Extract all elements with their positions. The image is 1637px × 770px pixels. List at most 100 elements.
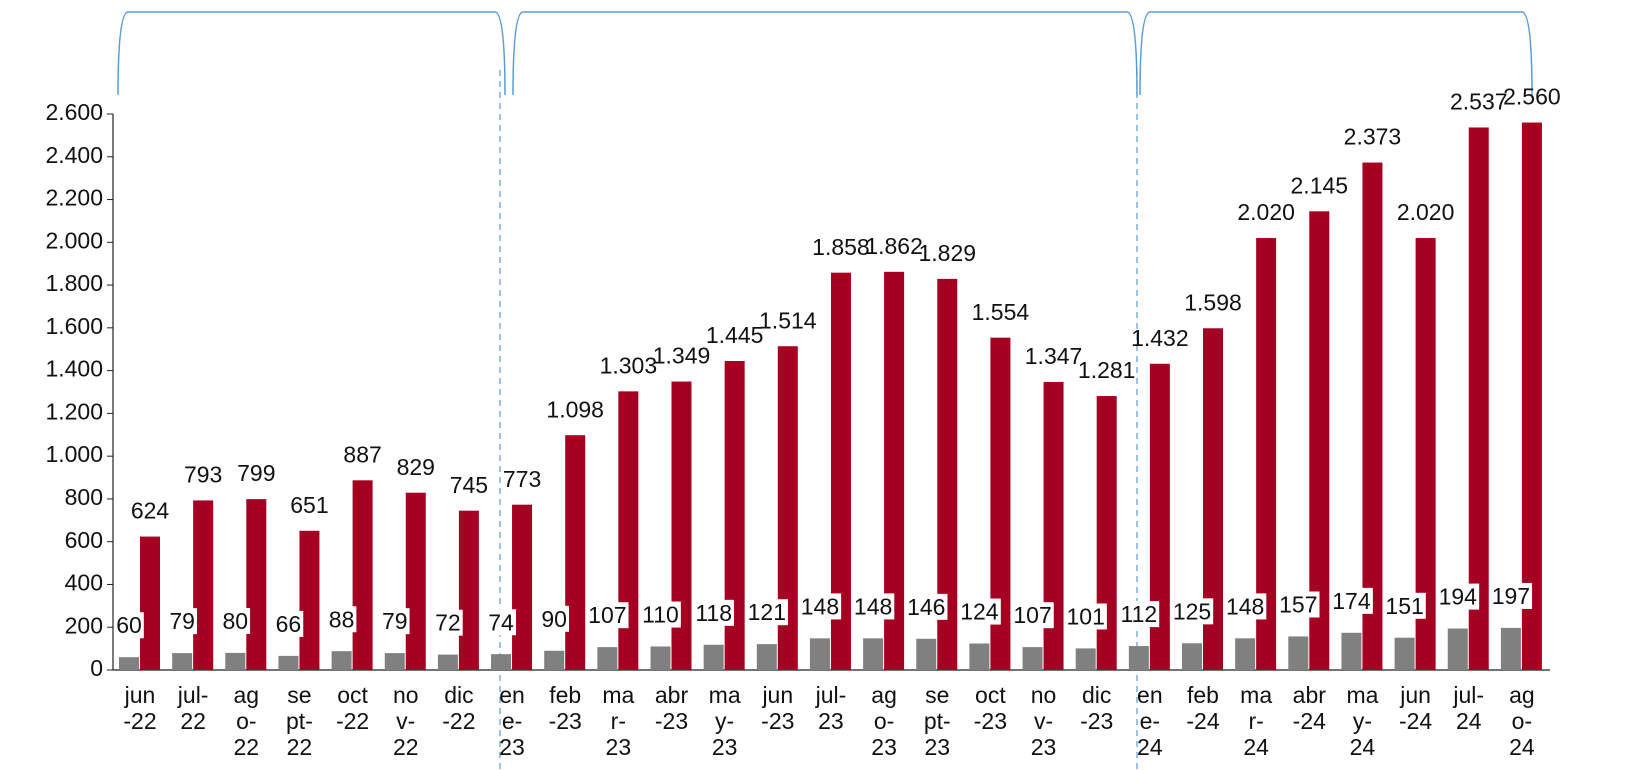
data-label: 118 xyxy=(695,600,732,626)
bar xyxy=(990,337,1011,670)
y-tick-label: 2.600 xyxy=(45,99,103,125)
data-label: 2.020 xyxy=(1237,199,1295,225)
data-label: 2.537 xyxy=(1450,89,1508,115)
bar xyxy=(916,638,937,670)
bar xyxy=(225,652,246,670)
label-background xyxy=(167,608,197,635)
data-label: 1.862 xyxy=(865,233,923,259)
data-label: 1.349 xyxy=(653,343,711,369)
label-background xyxy=(851,593,895,620)
data-label: 1.303 xyxy=(600,352,658,378)
x-tick-label: sept-23 xyxy=(923,682,951,760)
bar xyxy=(1500,627,1521,670)
data-label: 125 xyxy=(1173,598,1211,624)
data-label: 121 xyxy=(748,599,786,625)
data-label: 107 xyxy=(1013,602,1051,628)
data-label: 88 xyxy=(329,606,355,632)
data-label: 2.020 xyxy=(1397,199,1455,225)
x-tick-label: mar-24 xyxy=(1240,682,1273,760)
data-label: 112 xyxy=(1121,601,1158,627)
data-label: 2.560 xyxy=(1503,84,1561,110)
x-tick-label: oct-22 xyxy=(335,682,370,734)
data-label: 146 xyxy=(907,594,945,620)
data-label: 1.829 xyxy=(918,240,976,266)
bar xyxy=(1288,636,1309,670)
label-background xyxy=(1489,582,1533,609)
y-tick-label: 200 xyxy=(65,612,103,638)
label-background xyxy=(905,593,948,620)
bar xyxy=(278,655,299,670)
x-tick-label: ene-23 xyxy=(499,682,525,760)
label-background xyxy=(1011,602,1054,629)
bar xyxy=(809,638,830,670)
bar xyxy=(299,530,320,670)
data-label: 1.445 xyxy=(706,322,764,348)
bar xyxy=(1309,211,1330,671)
x-tick-label: abr-23 xyxy=(654,682,689,734)
bar xyxy=(1149,363,1170,670)
y-tick-label: 1.200 xyxy=(45,398,103,424)
x-tick-label: dic-23 xyxy=(1080,682,1114,734)
data-label: 72 xyxy=(435,610,461,636)
data-label: 887 xyxy=(343,441,381,467)
x-tick-label: jul-24 xyxy=(1453,682,1485,734)
bar xyxy=(1075,648,1096,670)
y-tick-label: 1.000 xyxy=(45,441,103,467)
label-background xyxy=(220,607,251,634)
data-label: 101 xyxy=(1067,603,1105,629)
label-background xyxy=(539,605,569,632)
label-background xyxy=(693,599,734,626)
bar xyxy=(1415,238,1436,670)
x-tick-label: nov-23 xyxy=(1030,682,1057,760)
data-label: 1.858 xyxy=(812,234,870,260)
label-background xyxy=(1223,593,1267,620)
data-label: 66 xyxy=(276,611,302,637)
x-tick-label: may-23 xyxy=(708,682,741,760)
x-tick-label: jul-22 xyxy=(177,682,209,734)
x-tick-label: dic-22 xyxy=(442,682,476,734)
bar xyxy=(1468,127,1489,671)
data-label: 60 xyxy=(116,612,142,638)
data-label: 74 xyxy=(488,609,514,635)
bar xyxy=(384,653,405,670)
bar xyxy=(1521,122,1542,671)
bar xyxy=(1235,638,1256,670)
label-background xyxy=(745,599,788,626)
label-background xyxy=(114,612,144,639)
data-label: 110 xyxy=(642,602,679,628)
data-label: 79 xyxy=(169,608,195,634)
bar xyxy=(491,654,512,670)
bar xyxy=(119,657,139,670)
bar xyxy=(437,654,458,670)
bar xyxy=(1096,396,1117,670)
data-label: 1.514 xyxy=(759,307,817,333)
data-label: 829 xyxy=(397,454,435,480)
x-tick-label: ene-24 xyxy=(1137,682,1163,760)
label-background xyxy=(958,598,1001,625)
x-tick-label: jun-23 xyxy=(761,682,795,734)
bar xyxy=(863,638,884,670)
x-tick-label: jun-24 xyxy=(1398,682,1433,734)
bar xyxy=(618,391,639,670)
label-background xyxy=(640,601,681,628)
data-label: 148 xyxy=(1226,593,1264,619)
data-label: 745 xyxy=(450,472,488,498)
x-tick-label: mar-23 xyxy=(602,682,635,760)
bar xyxy=(246,499,267,670)
data-label: 624 xyxy=(131,498,170,524)
bar xyxy=(140,536,160,670)
bar xyxy=(671,381,692,670)
y-tick-label: 2.000 xyxy=(45,227,103,253)
data-label: 79 xyxy=(382,608,408,634)
bar xyxy=(1203,328,1223,670)
x-tick-label: sept-22 xyxy=(286,682,313,760)
data-label: 2.373 xyxy=(1344,124,1402,150)
label-background xyxy=(1277,591,1320,618)
bar xyxy=(830,272,851,670)
data-label: 148 xyxy=(801,593,839,619)
data-label: 1.432 xyxy=(1131,325,1189,351)
bar xyxy=(703,644,724,670)
data-label: 1.554 xyxy=(972,299,1030,325)
